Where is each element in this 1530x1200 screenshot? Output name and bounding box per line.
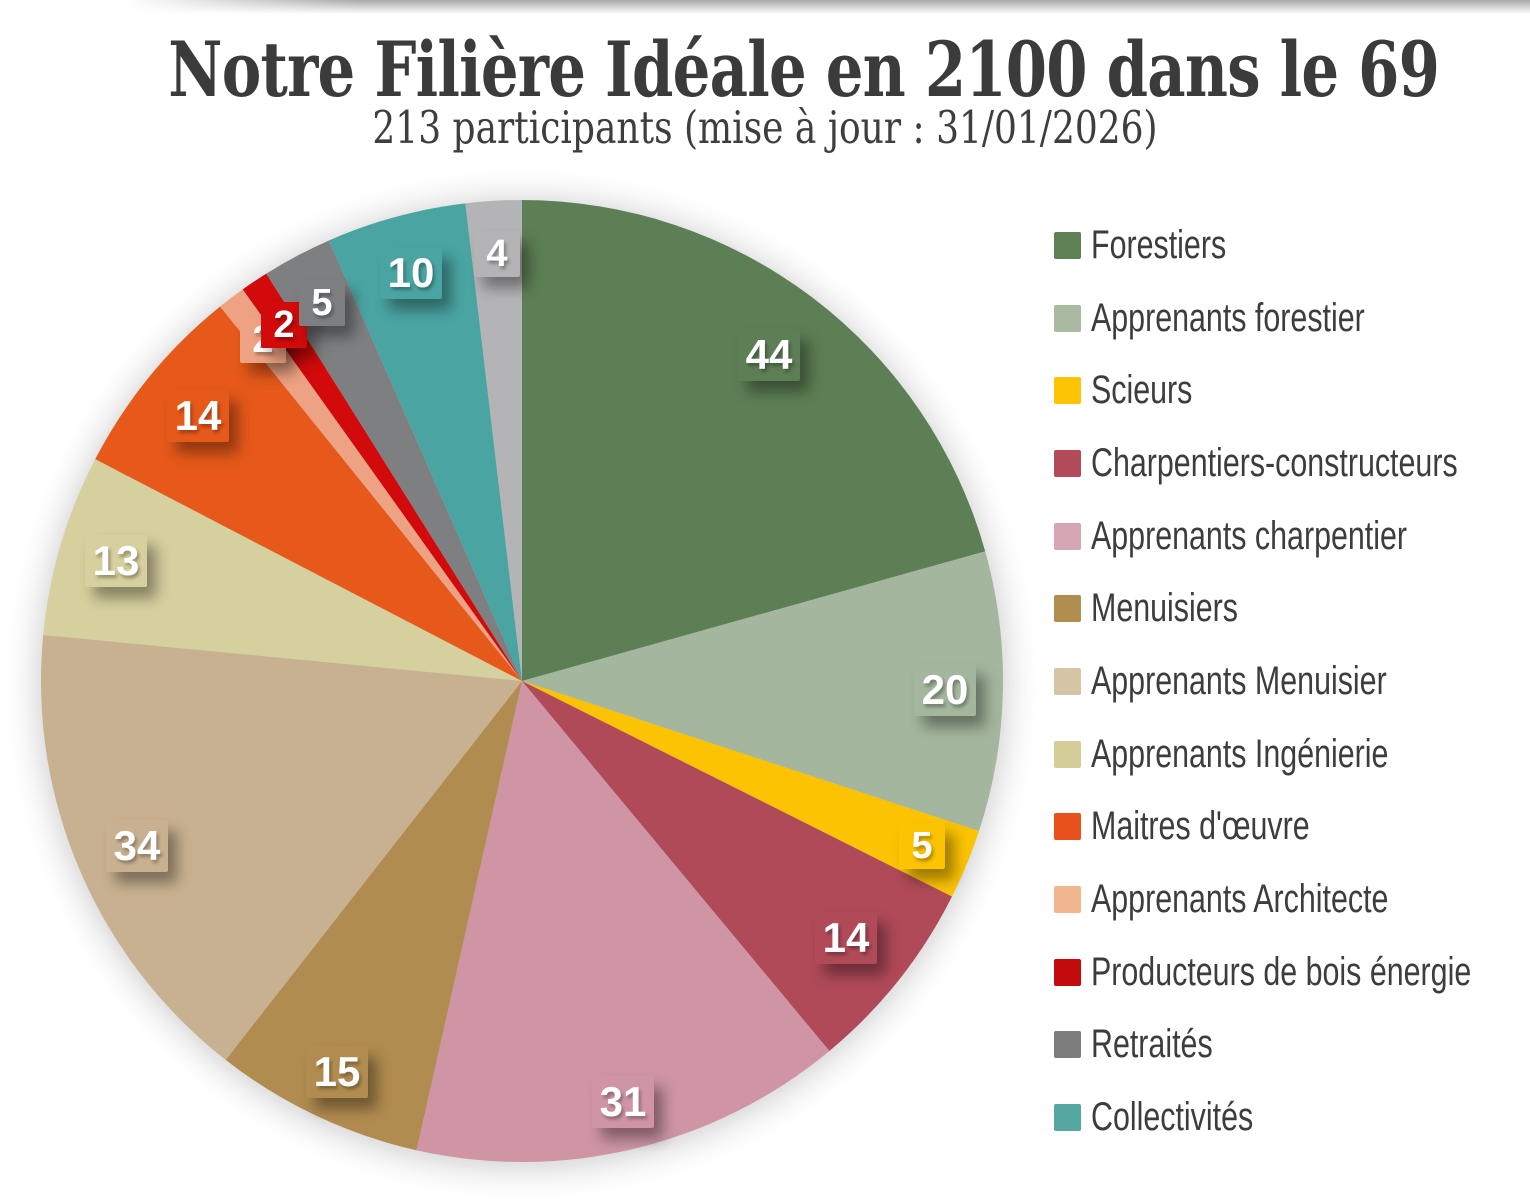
legend-label: Menuisiers bbox=[1091, 586, 1238, 631]
legend-item-apprenants-forestier: Apprenants forestier bbox=[1054, 282, 1530, 355]
legend-label: Apprenants Ingénierie bbox=[1091, 731, 1389, 776]
top-edge-shadow-fade bbox=[0, 0, 360, 16]
legend-swatch-scieurs bbox=[1054, 377, 1081, 405]
legend-label: Collectivités bbox=[1091, 1095, 1254, 1140]
legend-swatch-menuisiers bbox=[1054, 595, 1081, 623]
pie-slice-apprenants-forestier bbox=[522, 551, 1003, 831]
legend-swatch-apprenants-ingenierie bbox=[1054, 740, 1081, 768]
legend-swatch-collectivites bbox=[1054, 1104, 1081, 1132]
legend-item-charpentiers-constructeurs: Charpentiers-constructeurs bbox=[1054, 427, 1530, 500]
legend-swatch-apprenants-architecte bbox=[1054, 886, 1081, 914]
legend-label: Apprenants Menuisier bbox=[1091, 658, 1387, 703]
legend-swatch-maitres-d-uvre bbox=[1054, 813, 1081, 841]
legend-swatch-apprenants-forestier bbox=[1054, 304, 1081, 332]
pie-slice-apprenants-charpentier bbox=[416, 681, 830, 1163]
pie-slice-collectivites bbox=[328, 203, 522, 681]
legend-item-menuisiers: Menuisiers bbox=[1054, 572, 1530, 645]
legend-label: Charpentiers-constructeurs bbox=[1091, 440, 1458, 485]
pie-slice-menuisiers bbox=[225, 681, 522, 1151]
legend-item-producteurs-de-bois-energie: Producteurs de bois énergie bbox=[1054, 936, 1530, 1009]
chart-subtitle: 213 participants (mise à jour : 31/01/20… bbox=[372, 101, 1158, 154]
legend-item-forestiers: Forestiers bbox=[1054, 209, 1530, 282]
legend-item-collectivites: Collectivités bbox=[1054, 1081, 1530, 1154]
legend-item-apprenants-architecte: Apprenants Architecte bbox=[1054, 863, 1530, 936]
pie-slice-forestiers bbox=[522, 200, 986, 681]
legend-swatch-producteurs-de-bois-energie bbox=[1054, 958, 1081, 986]
pie-slice-apprenants-ingenierie bbox=[43, 459, 523, 681]
legend-label: Apprenants Architecte bbox=[1091, 877, 1389, 922]
legend-label: Apprenants forestier bbox=[1091, 295, 1365, 340]
legend-label: Maitres d'œuvre bbox=[1091, 804, 1310, 849]
legend-item-retraites: Retraités bbox=[1054, 1009, 1530, 1082]
legend-swatch-forestiers bbox=[1054, 231, 1081, 259]
legend-item-apprenants-charpentier: Apprenants charpentier bbox=[1054, 500, 1530, 573]
legend-label: Forestiers bbox=[1091, 222, 1227, 267]
pie-slice-apprenants-architecte bbox=[220, 289, 522, 681]
pie-slice-apprenants-menuisier bbox=[41, 634, 522, 1060]
pie-slice-retraites bbox=[266, 240, 522, 681]
pie-slice-producteurs-de-bois-energie bbox=[242, 273, 523, 681]
legend-item-apprenants-menuisier: Apprenants Menuisier bbox=[1054, 645, 1530, 718]
legend-label: Retraités bbox=[1091, 1022, 1213, 1067]
legend-item-scieurs: Scieurs bbox=[1054, 354, 1530, 427]
legend-item-apprenants-ingenierie: Apprenants Ingénierie bbox=[1054, 718, 1530, 791]
pie-slices bbox=[41, 200, 1003, 1163]
legend-item-maitres-d-uvre: Maitres d'œuvre bbox=[1054, 791, 1530, 864]
legend-label: Producteurs de bois énergie bbox=[1091, 949, 1472, 994]
legend: Forestiers Apprenants forestier Scieurs Cha… bbox=[1054, 209, 1530, 1154]
legend-label: Apprenants charpentier bbox=[1091, 513, 1408, 558]
legend-swatch-apprenants-charpentier bbox=[1054, 522, 1081, 550]
top-edge-shadow bbox=[0, 0, 1530, 14]
legend-swatch-charpentiers-constructeurs bbox=[1054, 449, 1081, 477]
pie-slice-unlabeled bbox=[465, 200, 522, 681]
legend-swatch-apprenants-menuisier bbox=[1054, 667, 1081, 695]
pie-slice-scieurs bbox=[522, 681, 980, 897]
legend-label: Scieurs bbox=[1091, 368, 1193, 413]
chart-title: Notre Filière Idéale en 2100 dans le 69 bbox=[168, 25, 1440, 114]
legend-swatch-retraites bbox=[1054, 1031, 1081, 1059]
